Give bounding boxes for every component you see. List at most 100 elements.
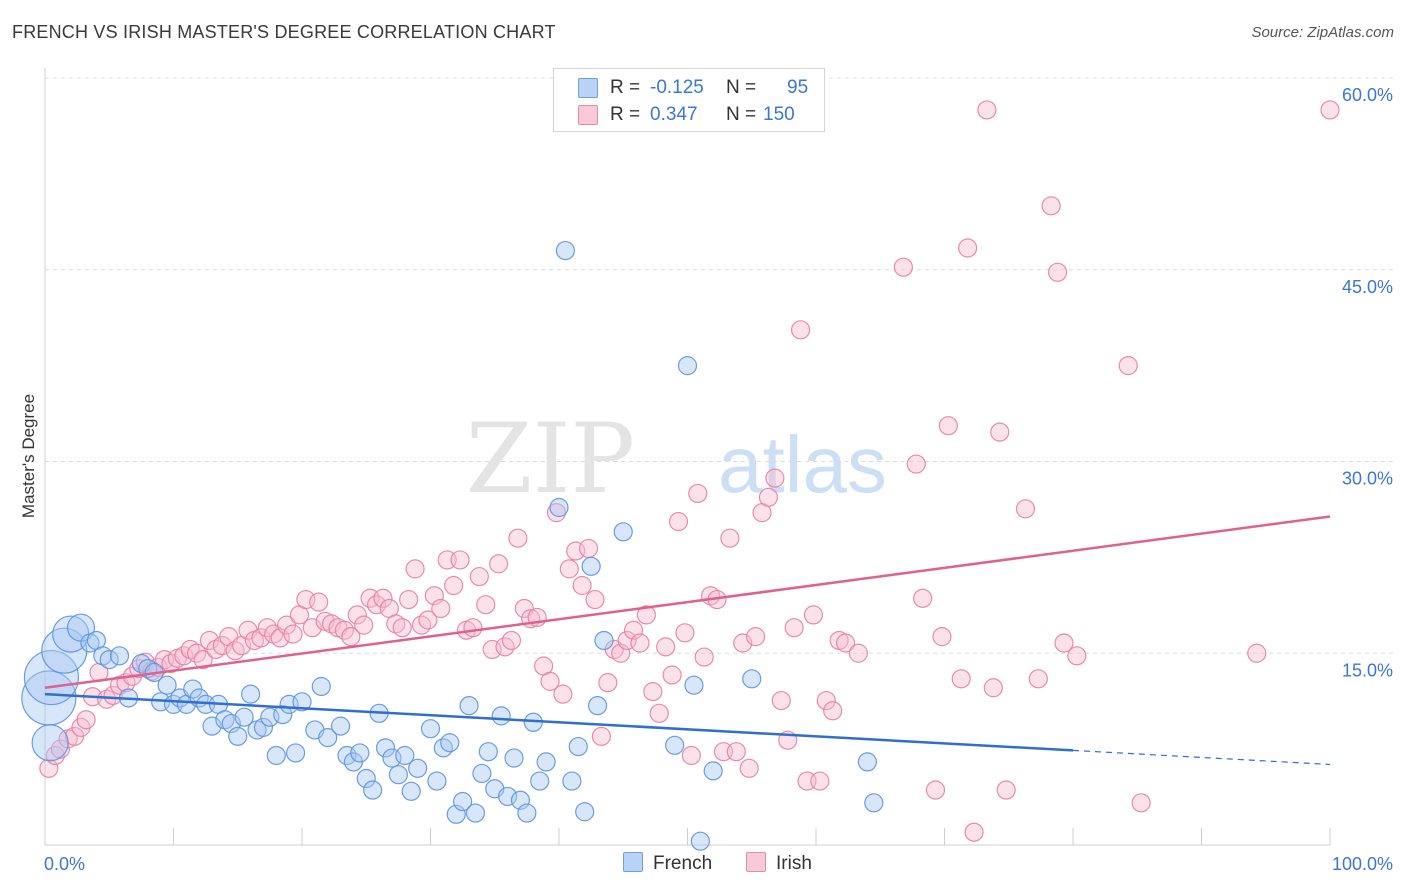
source-credit: Source: ZipAtlas.com [1251, 24, 1394, 41]
french-trend-line [44, 692, 1074, 752]
irish-point [1320, 100, 1340, 120]
y-axis-label: Master's Degree [19, 394, 38, 518]
irish-point [399, 589, 419, 610]
french-point [555, 240, 576, 261]
french-point [266, 745, 286, 766]
irish-point [636, 605, 656, 625]
x-tick-label-max: 100.0% [1332, 854, 1393, 874]
irish-point [746, 627, 766, 647]
irish-point [688, 483, 708, 504]
irish-point [951, 669, 971, 689]
irish-point [559, 559, 579, 579]
french-point [375, 738, 396, 758]
french-point [363, 780, 383, 800]
irish-point [720, 528, 740, 548]
irish-point [823, 701, 843, 721]
irish-point [45, 745, 65, 766]
french-point [530, 771, 550, 791]
irish-point [739, 758, 759, 778]
grid-lines [45, 77, 1395, 654]
irish-point [598, 673, 618, 693]
irish-point [1054, 633, 1074, 653]
bottom-french-swatch [623, 852, 643, 872]
irish-r-value: 0.347 [650, 104, 698, 125]
french-point [433, 738, 453, 758]
axes [44, 68, 1331, 846]
french-point [742, 669, 762, 689]
french-point [23, 649, 80, 706]
french-point [157, 675, 177, 695]
french-point [453, 791, 473, 812]
irish-point [996, 780, 1016, 800]
irish-point [758, 487, 779, 507]
irish-point [668, 511, 689, 532]
french-point [427, 771, 447, 791]
irish-point [572, 575, 592, 596]
irish-point [816, 690, 836, 711]
irish-point [835, 633, 856, 653]
french-point [465, 803, 486, 823]
french-point [99, 650, 119, 670]
irish-point [347, 605, 367, 625]
irish-point [790, 320, 811, 340]
irish-point [585, 589, 605, 610]
watermark-atlas: atlas [718, 420, 887, 509]
irish-point [469, 566, 489, 587]
x-tick-label-min: 0.0% [44, 854, 85, 874]
french-point [690, 831, 710, 851]
bottom-irish-swatch [746, 852, 766, 872]
irish-point [938, 416, 958, 436]
irish-point [251, 628, 271, 648]
french-point [234, 707, 254, 727]
correlation-legend: R = -0.125 N = 95 R = 0.347 N = 150 [553, 68, 825, 132]
irish-point [450, 550, 470, 570]
irish-point [771, 690, 791, 711]
irish-point [964, 822, 984, 842]
y-tick-label: 60.0% [1342, 85, 1393, 105]
french-point [549, 497, 569, 518]
french-swatch [578, 78, 598, 98]
irish-point [675, 623, 695, 643]
irish-point [103, 685, 123, 706]
french-r-value: -0.125 [650, 77, 704, 98]
irish-point [990, 422, 1010, 442]
irish-r-label: R = [610, 104, 641, 125]
french-point [665, 735, 685, 755]
irish-point [1047, 262, 1068, 282]
french-point [253, 717, 274, 737]
irish-point [1067, 646, 1087, 666]
french-point [472, 763, 492, 784]
irish-point [501, 630, 522, 651]
french-point [330, 716, 351, 736]
watermark-zip: ZIP [466, 403, 635, 515]
irish-point [354, 615, 374, 635]
irish-point [906, 454, 926, 474]
irish-point [546, 503, 567, 523]
french-point [395, 745, 415, 766]
irish-point [649, 703, 669, 723]
irish-series [39, 100, 1340, 842]
french-point [498, 786, 518, 807]
bottom-legend-irish: Irish [746, 852, 812, 875]
irish-swatch [578, 105, 598, 125]
chart-title: FRENCH VS IRISH MASTER'S DEGREE CORRELAT… [12, 22, 556, 42]
french-point [536, 752, 556, 772]
french-point [408, 758, 428, 778]
french-point [857, 752, 878, 772]
french-point [356, 768, 376, 789]
irish-point [784, 618, 804, 638]
french-point [285, 743, 306, 763]
french-point [420, 719, 441, 739]
bottom-legend-french: French [623, 852, 712, 875]
french-point [478, 742, 498, 762]
french-point [440, 733, 460, 753]
irish-point [662, 665, 682, 685]
irish-point [341, 627, 361, 647]
french-point [677, 356, 698, 376]
irish-point [1015, 499, 1036, 519]
french-point [459, 696, 479, 716]
y-tick-label: 45.0% [1342, 277, 1393, 297]
irish-point [643, 681, 663, 702]
irish-point [630, 633, 650, 653]
irish-point [1041, 196, 1061, 216]
